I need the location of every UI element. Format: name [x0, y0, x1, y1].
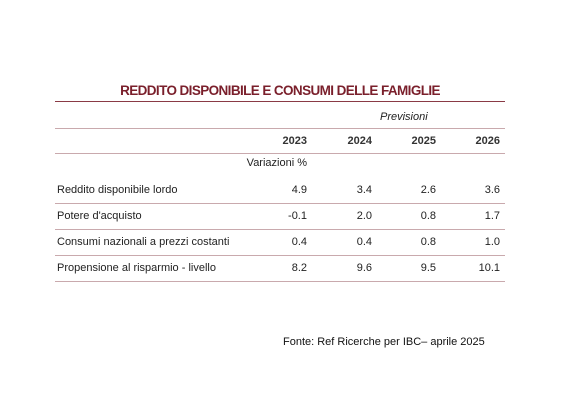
- forecast-label: Previsioni: [380, 111, 428, 123]
- cell-value: 0.8: [420, 210, 436, 222]
- cell-value: 1.7: [484, 210, 500, 222]
- cell-value: 1.0: [484, 236, 500, 248]
- row-label: Reddito disponibile lordo: [57, 184, 178, 196]
- cell-value: 2.6: [420, 184, 436, 196]
- rule: [55, 153, 505, 154]
- cell-value: 10.1: [478, 262, 500, 274]
- rule: [55, 255, 505, 256]
- cell-value: 0.8: [420, 236, 436, 248]
- cell-value: 0.4: [291, 236, 307, 248]
- cell-value: 4.9: [291, 184, 307, 196]
- row-label: Potere d'acquisto: [57, 210, 142, 222]
- cell-value: 9.6: [356, 262, 372, 274]
- column-header: 2023: [282, 135, 307, 147]
- cell-value: 3.6: [484, 184, 500, 196]
- cell-value: 8.2: [291, 262, 307, 274]
- cell-value: 2.0: [356, 210, 372, 222]
- rule: [55, 203, 505, 204]
- row-label: Consumi nazionali a prezzi costanti: [57, 236, 230, 248]
- cell-value: -0.1: [288, 210, 307, 222]
- rule: [55, 128, 505, 129]
- table-title: REDDITO DISPONIBILE E CONSUMI DELLE FAMI…: [120, 83, 440, 98]
- column-header: 2024: [347, 135, 372, 147]
- cell-value: 0.4: [356, 236, 372, 248]
- rule: [55, 229, 505, 230]
- source: Fonte: Ref Ricerche per IBC– aprile 2025: [283, 336, 485, 348]
- column-header: 2026: [475, 135, 500, 147]
- row-label: Propensione al risparmio - livello: [57, 262, 216, 274]
- cell-value: 3.4: [356, 184, 372, 196]
- rule: [55, 101, 505, 102]
- cell-value: 9.5: [420, 262, 436, 274]
- column-header: 2025: [411, 135, 436, 147]
- rule: [55, 281, 505, 282]
- unit-label: Variazioni %: [246, 157, 307, 169]
